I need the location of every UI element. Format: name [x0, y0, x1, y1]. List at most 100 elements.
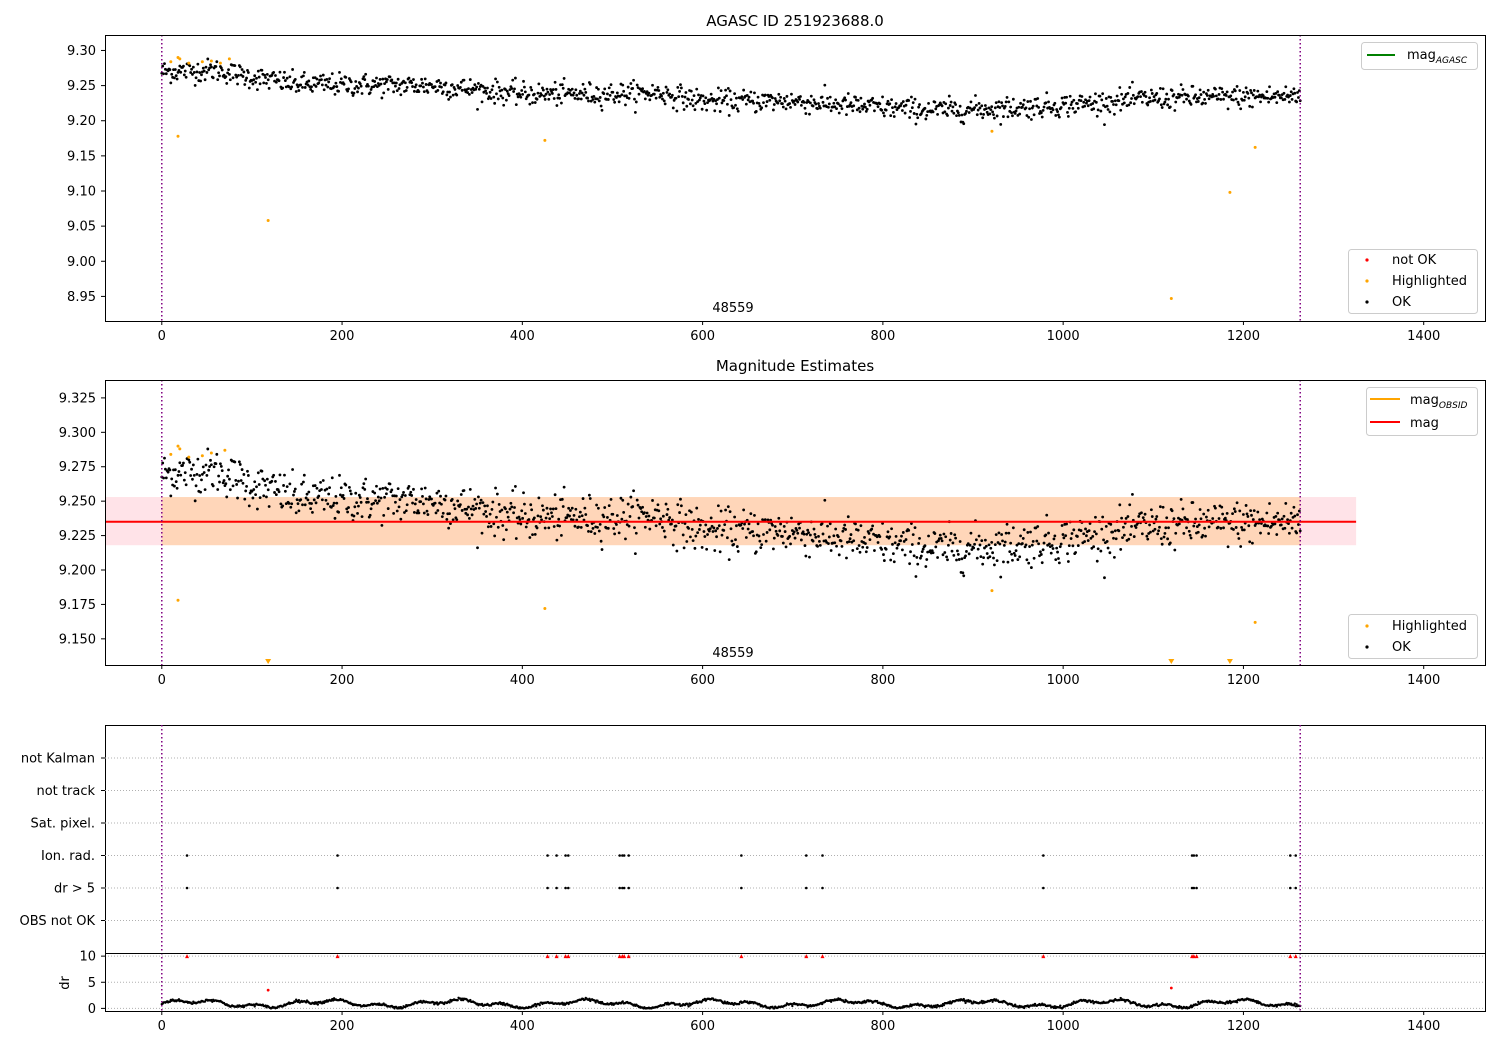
ok-point	[551, 88, 555, 91]
ok-point	[272, 473, 276, 477]
ok-point	[1085, 101, 1088, 105]
ok-point	[287, 85, 291, 89]
ok-point	[1090, 546, 1094, 550]
ok-point	[956, 549, 959, 553]
ok-point	[603, 87, 607, 91]
ok-point	[163, 62, 166, 66]
ok-point	[1105, 104, 1109, 108]
agasc-panel: AGASC ID 251923688.0 0 200 400 600 800 1000 12…	[67, 12, 1486, 344]
ok-point	[358, 496, 362, 499]
ok-point	[1083, 104, 1087, 108]
ok-point	[1290, 97, 1294, 101]
ok-point	[274, 80, 278, 84]
ok-point	[352, 91, 356, 95]
ok-point	[293, 77, 297, 81]
ok-point	[586, 524, 589, 527]
ok-point	[1192, 524, 1196, 528]
ok-point	[500, 88, 504, 92]
ok-point	[242, 70, 246, 74]
ok-point	[580, 91, 584, 95]
ok-point	[703, 102, 707, 106]
ok-point	[1165, 92, 1169, 96]
ok-point	[543, 97, 547, 101]
dr-point	[1022, 1006, 1026, 1010]
ok-point	[607, 86, 611, 90]
ok-point	[331, 504, 335, 507]
ok-point	[621, 498, 625, 502]
ok-point	[827, 535, 831, 539]
ok-point	[1111, 530, 1114, 534]
ok-point	[764, 539, 768, 543]
ok-point	[950, 109, 954, 113]
ok-point	[1297, 96, 1300, 99]
ok-point	[344, 75, 348, 79]
ok-point	[870, 527, 874, 531]
ok-point	[602, 92, 606, 95]
ok-point	[781, 105, 785, 109]
ok-point	[450, 497, 454, 501]
ok-point	[1172, 517, 1176, 521]
ok-point	[480, 531, 484, 535]
ok-point	[203, 78, 207, 82]
ok-point	[1219, 526, 1223, 530]
ok-point	[200, 473, 204, 476]
ok-point	[720, 101, 724, 105]
ok-point	[1140, 532, 1144, 536]
legend-marker-ok	[1365, 300, 1369, 304]
ok-point	[781, 541, 785, 545]
ok-point	[1261, 94, 1265, 98]
ok-point	[410, 494, 414, 497]
ok-point	[1163, 100, 1167, 104]
ok-point	[839, 104, 843, 108]
highlighted-point	[223, 448, 227, 452]
ok-point	[613, 532, 617, 536]
ok-point	[302, 473, 306, 477]
ok-point	[516, 95, 520, 99]
ok-point	[1022, 98, 1026, 102]
ok-point	[1006, 560, 1010, 564]
ok-point	[936, 112, 939, 116]
ok-point	[533, 101, 537, 104]
ok-point	[1203, 526, 1206, 530]
dr-capped-marker	[804, 954, 809, 959]
ok-point	[490, 507, 494, 511]
ok-point	[394, 500, 397, 504]
ok-point	[244, 489, 248, 493]
ok-point	[1159, 537, 1163, 541]
ok-point	[1014, 549, 1018, 553]
ok-point	[246, 68, 249, 72]
ok-point	[695, 506, 699, 510]
ok-point	[514, 103, 518, 107]
ok-point	[779, 95, 783, 99]
highlighted-point	[227, 57, 231, 61]
ok-point	[863, 102, 866, 106]
ok-point	[663, 535, 667, 539]
ok-point	[878, 102, 882, 106]
ok-point	[520, 89, 524, 92]
ok-point	[560, 497, 564, 501]
ok-point	[1019, 101, 1022, 105]
ok-point	[382, 513, 386, 517]
ok-point	[851, 549, 855, 552]
ok-point	[237, 460, 241, 464]
x-tick-label: 200	[330, 329, 355, 344]
x-tick-label: 200	[330, 673, 355, 688]
ok-point	[1158, 525, 1161, 529]
ok-point	[776, 101, 780, 105]
ok-point	[216, 488, 220, 491]
ok-point	[1177, 95, 1181, 99]
ok-point	[1014, 109, 1018, 113]
ok-point	[985, 110, 989, 114]
flag-point	[564, 886, 567, 890]
ok-point	[796, 531, 800, 535]
ok-point	[1057, 115, 1061, 119]
dr-point	[297, 998, 301, 1002]
ok-point	[377, 499, 381, 503]
ok-point	[374, 499, 377, 503]
ok-point	[801, 530, 805, 534]
ok-point	[1036, 97, 1040, 100]
ok-point	[884, 108, 888, 112]
ok-point	[637, 516, 641, 520]
ok-point	[1065, 522, 1068, 526]
ok-point	[420, 487, 423, 491]
